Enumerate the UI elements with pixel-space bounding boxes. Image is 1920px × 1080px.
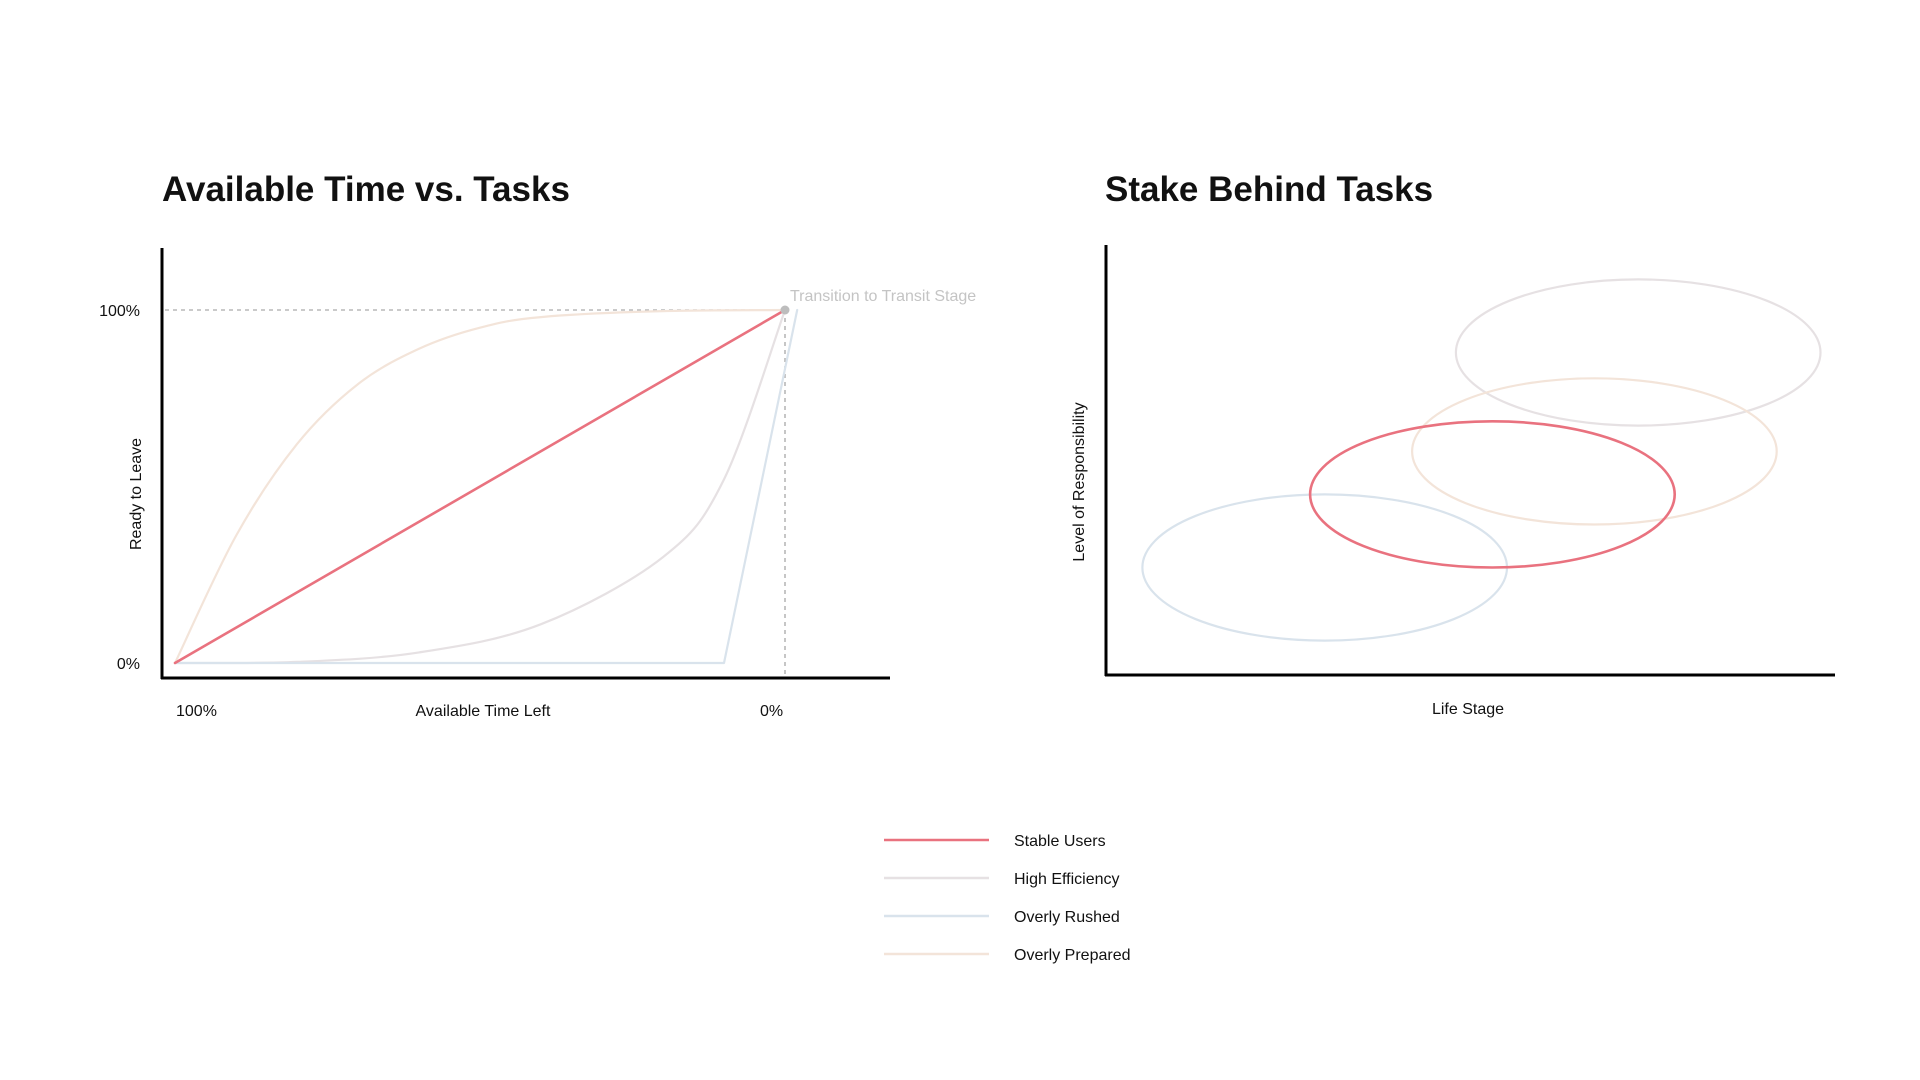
x-tick-0: 0% bbox=[760, 703, 783, 720]
left-series-group bbox=[173, 308, 799, 665]
ellipse-overly-prepared bbox=[1410, 377, 1778, 526]
legend-item-stable-users: Stable Users bbox=[884, 833, 1106, 850]
right-chart-title: Stake Behind Tasks bbox=[1105, 170, 1433, 209]
ellipse-stable-users bbox=[1308, 419, 1676, 569]
left-chart-title: Available Time vs. Tasks bbox=[162, 170, 570, 209]
legend-label: High Efficiency bbox=[1014, 871, 1120, 888]
right-chart: Stake Behind Tasks Life Stage Level of R… bbox=[1071, 170, 1835, 718]
legend-item-high-efficiency: High Efficiency bbox=[884, 871, 1120, 888]
y-tick-100: 100% bbox=[99, 303, 140, 320]
ellipse-high-efficiency bbox=[1454, 278, 1822, 427]
legend-label: Stable Users bbox=[1014, 833, 1106, 850]
legend-item-overly-prepared: Overly Prepared bbox=[884, 947, 1131, 964]
line-stable-users bbox=[173, 308, 787, 665]
y-tick-0: 0% bbox=[117, 656, 140, 673]
x-tick-100: 100% bbox=[176, 703, 217, 720]
line-overly-prepared bbox=[173, 308, 787, 665]
ellipse-overly-rushed bbox=[1141, 493, 1509, 642]
line-overly-rushed bbox=[173, 308, 799, 665]
legend-item-overly-rushed: Overly Rushed bbox=[884, 909, 1120, 926]
left-y-axis-label: Ready to Leave bbox=[128, 438, 145, 550]
legend: Stable Users High Efficiency Overly Rushed… bbox=[884, 833, 1131, 964]
left-chart: Available Time vs. Tasks Transition to T… bbox=[99, 170, 976, 720]
transition-point bbox=[780, 305, 790, 315]
legend-label: Overly Rushed bbox=[1014, 909, 1120, 926]
right-x-axis-label: Life Stage bbox=[1432, 701, 1504, 718]
right-y-axis-label: Level of Responsibility bbox=[1071, 402, 1088, 561]
line-high-efficiency bbox=[173, 308, 787, 665]
left-x-axis-label: Available Time Left bbox=[416, 703, 551, 720]
transition-annotation: Transition to Transit Stage bbox=[790, 288, 976, 305]
right-series-group bbox=[1141, 278, 1822, 642]
legend-label: Overly Prepared bbox=[1014, 947, 1131, 964]
